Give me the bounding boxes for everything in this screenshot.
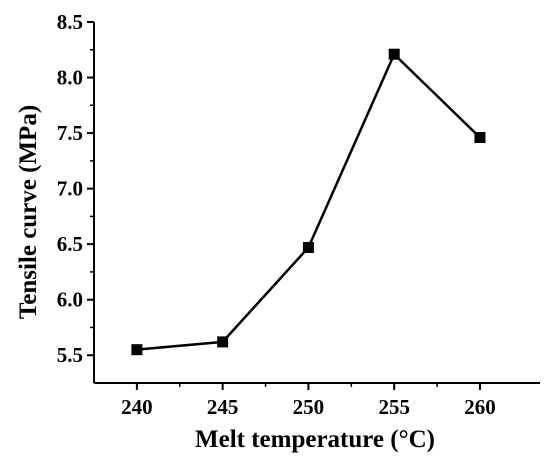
- plot-area: [131, 48, 486, 356]
- x-tick-label: 240: [121, 395, 153, 419]
- y-tick-label: 6.5: [57, 232, 83, 256]
- data-point-marker: [302, 241, 314, 253]
- x-axis-title: Melt temperature (°C): [195, 426, 435, 453]
- y-tick-label: 8.5: [57, 10, 83, 34]
- axes: 5.5 6.0 6.5 7.0 7.5 8.0 8.5 240 245 250 255 260: [57, 10, 540, 419]
- y-tick-label: 8.0: [57, 66, 83, 90]
- y-tick-label: 7.5: [57, 121, 83, 145]
- data-point-marker: [217, 336, 229, 348]
- x-tick-label: 260: [464, 395, 496, 419]
- x-tick-label: 245: [207, 395, 239, 419]
- data-point-marker: [131, 344, 143, 356]
- x-tick-label: 255: [378, 395, 410, 419]
- y-tick-label: 6.0: [57, 288, 83, 312]
- x-tick-label: 250: [293, 395, 325, 419]
- y-tick-label: 7.0: [57, 177, 83, 201]
- data-point-marker: [388, 48, 400, 60]
- data-point-marker: [474, 132, 486, 144]
- y-axis-title: Tensile curve (MPa): [15, 105, 42, 319]
- series-line: [136, 52, 481, 351]
- y-tick-label: 5.5: [57, 343, 83, 367]
